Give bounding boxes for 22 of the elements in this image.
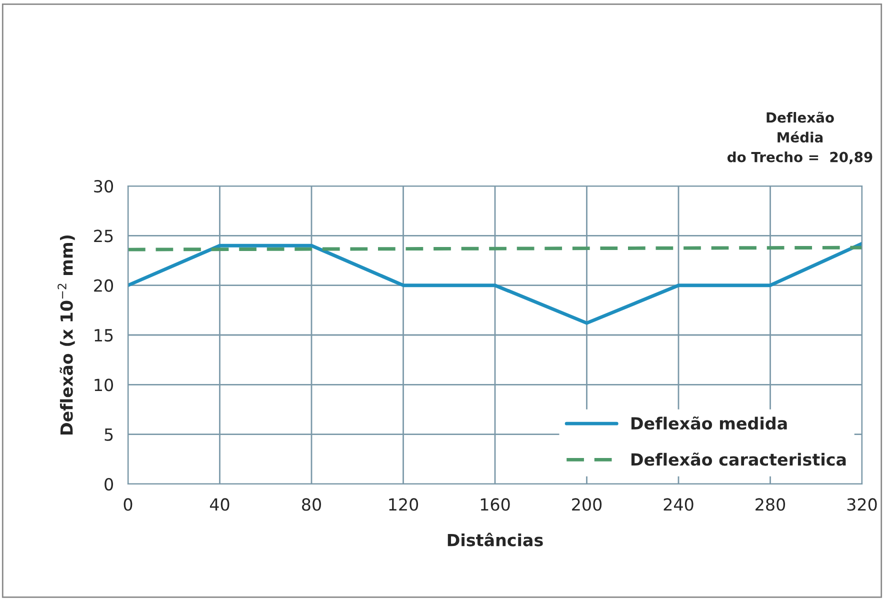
text: Deflexão Média do Trecho = 20,89 [727,112,872,164]
x-tick-label: 280 [756,498,786,511]
x-tick-label: 160 [480,498,510,511]
x-tick-label: 40 [210,498,230,511]
x-tick-label: 200 [572,498,602,511]
y-tick-label: 30 [94,180,114,193]
y-tick-label: 25 [94,230,113,242]
y-axis-title: Deflexão (x 10$^{−2}$ mm) [58,235,75,434]
x-tick-label: 320 [847,498,877,511]
x-axis-title: Distâncias [448,532,543,546]
y-tick-label: 20 [94,279,114,292]
y-tick-label: 0 [104,478,114,491]
x-tick-label: 80 [302,498,321,511]
legend-label: Deflexão caracteristica [631,452,846,466]
y-tick-label: 5 [104,428,113,441]
x-tick-label: 240 [664,498,694,511]
legend-label: Deflexão medida [631,416,787,430]
y-tick-label: 15 [94,329,113,342]
y-tick-label: 10 [94,378,114,392]
x-tick-label: 120 [389,498,418,511]
x-tick-label: 0 [124,498,132,511]
line-series [128,242,862,325]
